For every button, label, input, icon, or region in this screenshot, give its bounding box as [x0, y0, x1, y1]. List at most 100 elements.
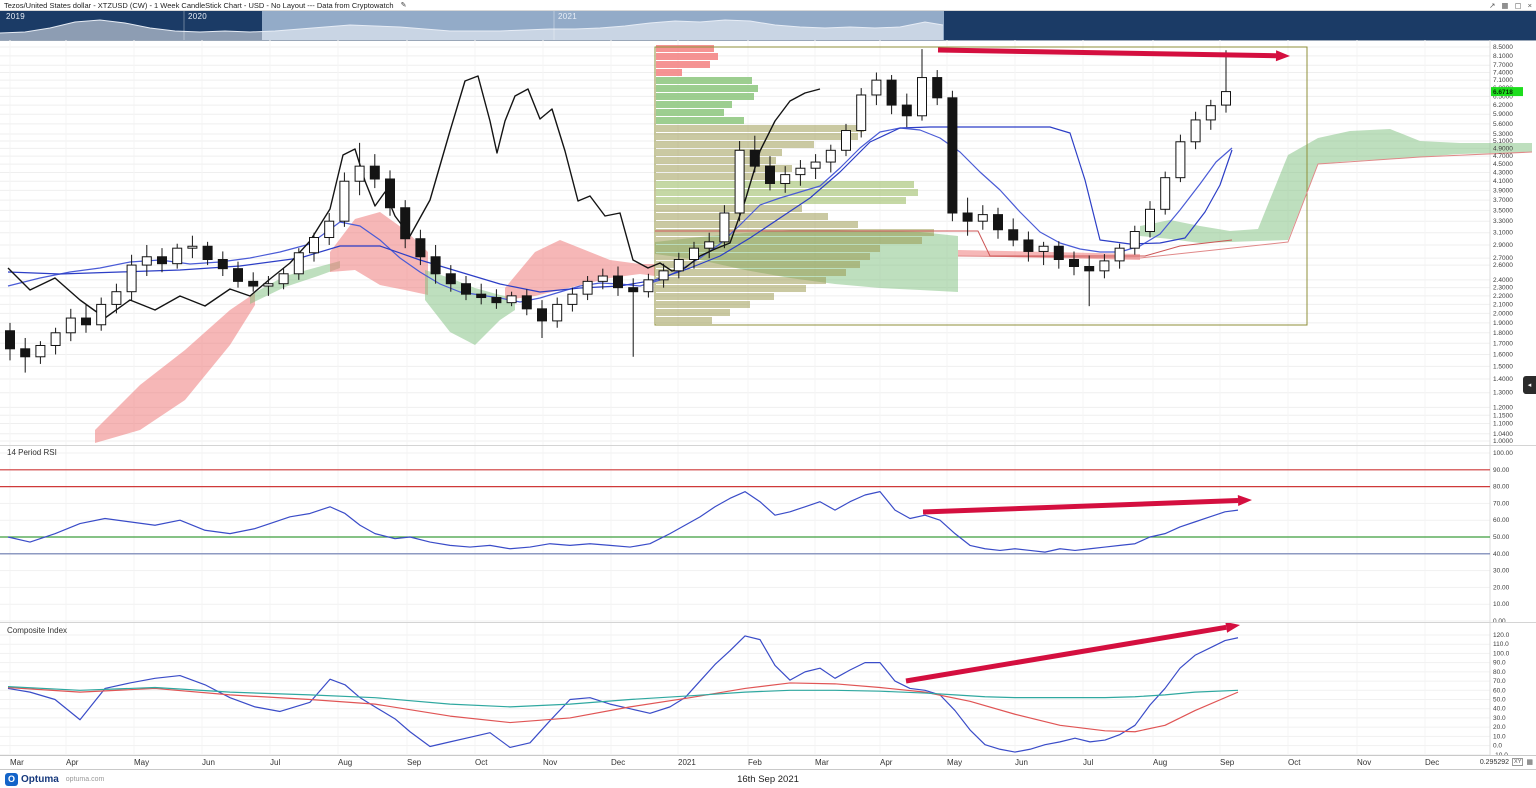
svg-text:5.3000: 5.3000 [1493, 131, 1513, 138]
svg-text:30.0: 30.0 [1493, 715, 1506, 722]
annotation-arrow[interactable] [937, 47, 1277, 59]
svg-text:60.0: 60.0 [1493, 687, 1506, 694]
time-axis-label: Mar [815, 758, 829, 767]
svg-text:2.2000: 2.2000 [1493, 293, 1513, 300]
svg-text:5.9000: 5.9000 [1493, 111, 1513, 118]
main-grid [0, 40, 1491, 445]
svg-text:3.7000: 3.7000 [1493, 197, 1513, 204]
time-axis-label: Feb [748, 758, 762, 767]
timeline-navigator[interactable]: 2019 2020 2021 [0, 11, 1536, 41]
axis-settings-icon[interactable]: ▦ [1526, 759, 1533, 766]
candles [5, 49, 1231, 373]
svg-text:40.0: 40.0 [1493, 706, 1506, 713]
price-chart[interactable]: 8.50008.10007.70007.40007.10006.80006.50… [0, 40, 1536, 445]
annotation-arrow-head [1225, 622, 1240, 633]
optuma-logo: O [5, 772, 18, 786]
timeline-navigator-chart[interactable] [0, 11, 1536, 40]
svg-text:8.5000: 8.5000 [1493, 44, 1513, 51]
svg-text:8.1000: 8.1000 [1493, 53, 1513, 60]
indicator-series-line [7, 635, 1239, 753]
comparison-line [7, 75, 821, 319]
indicator-axis[interactable]: 100.00 90.00 80.00 70.00 60.00 50.00 40.00 30.0… [1493, 450, 1513, 622]
svg-text:3.9000: 3.9000 [1493, 187, 1513, 194]
layout-icon[interactable]: ▦ [1501, 1, 1509, 10]
price-axis[interactable]: 8.50008.10007.70007.40007.10006.80006.50… [1493, 44, 1513, 445]
svg-text:1.3000: 1.3000 [1493, 390, 1513, 397]
indicator-grid [0, 622, 1491, 756]
close-icon[interactable]: × [1527, 1, 1532, 10]
svg-text:0.0: 0.0 [1493, 743, 1502, 750]
svg-text:6.5000: 6.5000 [1493, 93, 1513, 100]
time-axis-label: Nov [543, 758, 558, 767]
time-axis-label: May [947, 758, 963, 767]
time-axis-label: Jun [202, 758, 215, 767]
annotation-arrow[interactable] [922, 498, 1239, 515]
svg-text:1.7000: 1.7000 [1493, 340, 1513, 347]
nav-area-line [0, 19, 944, 34]
time-axis-label: Oct [1288, 758, 1301, 767]
time-axis-label: Jul [270, 758, 281, 767]
svg-text:1.4000: 1.4000 [1493, 376, 1513, 383]
rsi-pane-title: 14 Period RSI [7, 448, 57, 457]
svg-text:120.0: 120.0 [1493, 632, 1510, 639]
time-axis-label: Aug [338, 758, 353, 767]
svg-text:10.00: 10.00 [1493, 601, 1510, 608]
svg-text:70.0: 70.0 [1493, 678, 1506, 685]
svg-text:2.4000: 2.4000 [1493, 277, 1513, 284]
indicator-axis[interactable]: 120.0 110.0 100.0 90.0 80.0 70.0 60.0 50.0 40.0 3… [1493, 632, 1510, 756]
svg-text:4.9000: 4.9000 [1493, 145, 1513, 152]
svg-text:100.00: 100.00 [1493, 450, 1513, 457]
svg-text:10.0: 10.0 [1493, 733, 1506, 740]
svg-text:1.0400: 1.0400 [1493, 431, 1513, 438]
edit-title-icon[interactable]: ✎ [400, 2, 407, 9]
svg-text:110.0: 110.0 [1493, 641, 1509, 648]
indicator-series-line [7, 686, 1239, 708]
status-bar: O Optuma optuma.com 16th Sep 2021 [0, 769, 1536, 788]
svg-text:2.0000: 2.0000 [1493, 310, 1513, 317]
svg-text:7.1000: 7.1000 [1493, 77, 1513, 84]
time-axis-label: Apr [66, 758, 79, 767]
time-axis-label: 2021 [678, 758, 696, 767]
nav-area-fill [0, 20, 943, 40]
nav-year-label: 2020 [188, 12, 207, 21]
time-axis-label: May [134, 758, 150, 767]
svg-text:1.5000: 1.5000 [1493, 363, 1513, 370]
annotation-arrow[interactable] [905, 624, 1227, 684]
svg-text:90.0: 90.0 [1493, 660, 1506, 667]
time-axis[interactable]: 0.295292 XY ▦ Mar Apr May Jun Jul Aug Sep Oct No… [0, 755, 1536, 769]
svg-text:3.3000: 3.3000 [1493, 218, 1513, 225]
level-line [655, 230, 1233, 257]
pane-separator [0, 622, 1536, 623]
brand-domain-link[interactable]: optuma.com [65, 775, 105, 783]
kijun-line [7, 126, 1233, 293]
indicator-series-line [7, 682, 1239, 733]
svg-text:1.8000: 1.8000 [1493, 330, 1513, 337]
restore-icon[interactable]: ▢ [1514, 1, 1522, 10]
svg-text:20.0: 20.0 [1493, 724, 1506, 731]
svg-text:50.00: 50.00 [1493, 534, 1510, 541]
svg-text:7.7000: 7.7000 [1493, 62, 1513, 69]
svg-text:60.00: 60.00 [1493, 517, 1510, 524]
titlebar-icons: ↗ ▦ ▢ × [1489, 0, 1532, 11]
time-axis-label: Aug [1153, 758, 1168, 767]
svg-text:70.00: 70.00 [1493, 500, 1510, 507]
time-axis-label: Apr [880, 758, 893, 767]
svg-text:2.1000: 2.1000 [1493, 301, 1513, 308]
rsi-chart[interactable]: 100.00 90.00 80.00 70.00 60.00 50.00 40.00 30.0… [0, 445, 1536, 622]
xy-scale-badge[interactable]: XY [1512, 758, 1524, 766]
svg-text:50.0: 50.0 [1493, 697, 1506, 704]
svg-text:4.7000: 4.7000 [1493, 153, 1513, 160]
composite-chart[interactable]: 120.0 110.0 100.0 90.0 80.0 70.0 60.0 50.0 40.0 3… [0, 622, 1536, 756]
svg-text:4.3000: 4.3000 [1493, 169, 1513, 176]
highlight-box[interactable] [654, 46, 1308, 326]
axis-collapse-tab[interactable]: ◂ [1523, 376, 1536, 394]
svg-text:100.0: 100.0 [1493, 650, 1510, 657]
nav-year-label: 2021 [558, 12, 577, 21]
svg-text:1.0000: 1.0000 [1493, 438, 1513, 445]
pane-separator [0, 445, 1536, 446]
chart-title: Tezos/United States dollar - XTZUSD (CW)… [4, 0, 394, 10]
popout-icon[interactable]: ↗ [1489, 1, 1496, 10]
svg-text:0.00: 0.00 [1493, 618, 1506, 622]
indicator-grid [0, 445, 1491, 622]
svg-text:1.6000: 1.6000 [1493, 351, 1513, 358]
